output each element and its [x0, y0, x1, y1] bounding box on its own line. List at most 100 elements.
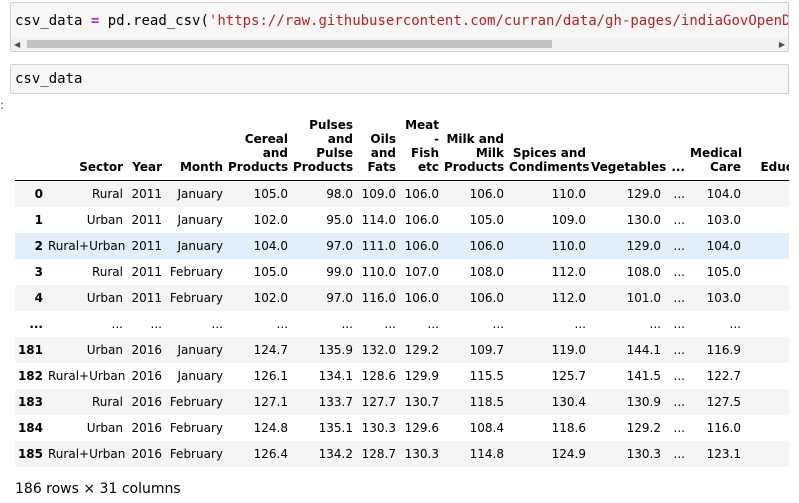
table-cell: 99.0	[326, 265, 353, 279]
table-cell: 106.0	[469, 187, 504, 201]
table-cell: January	[177, 343, 224, 357]
table-cell: 1	[746, 337, 789, 363]
code-input[interactable]: csv_data = pd.read_csv('https://raw.gith…	[11, 3, 788, 39]
table-cell: ...	[673, 395, 685, 409]
table-cell: 129.2	[626, 421, 661, 435]
code-input[interactable]: csv_data	[11, 65, 788, 93]
table-cell: ...	[673, 291, 685, 305]
code-token: pd.read_csv(	[107, 13, 209, 29]
table-row: 184 Urban 2016 February 124.8 135.1 130.3 129.6…	[15, 415, 789, 441]
table-cell: 129.6	[404, 421, 439, 435]
table-cell: ...	[649, 317, 661, 331]
row-index: 2	[34, 239, 43, 253]
table-cell: 132.0	[361, 343, 396, 357]
table-cell: 1	[746, 181, 789, 208]
table-cell: January	[177, 239, 224, 253]
table-cell: 127.7	[361, 395, 396, 409]
table-cell: 106.0	[404, 187, 439, 201]
row-index: 1	[34, 213, 43, 227]
row-index: 184	[17, 421, 43, 435]
table-cell: 118.5	[469, 395, 504, 409]
table-cell: 123.1	[706, 447, 741, 461]
table-cell: 101.0	[626, 291, 661, 305]
table-cell: 104.0	[706, 239, 741, 253]
table-cell: 110.0	[551, 239, 586, 253]
table-cell: ...	[211, 317, 223, 331]
table-cell: 141.5	[626, 369, 661, 383]
table-cell: 1	[746, 441, 789, 467]
table-cell: ...	[673, 343, 685, 357]
table-cell: 130.0	[626, 213, 661, 227]
table-cell: 95.0	[326, 213, 353, 227]
table-cell: ...	[673, 265, 685, 279]
table-cell: 133.7	[318, 395, 353, 409]
column-header: Medical Care	[690, 110, 746, 181]
code-cell[interactable]: csv_data	[10, 64, 789, 94]
table-cell: February	[169, 421, 223, 435]
table-cell: 106.0	[404, 239, 439, 253]
code-token: csv_data	[15, 71, 83, 87]
table-cell: 2011	[131, 187, 162, 201]
column-header: Pulses and Pulse Products	[293, 110, 358, 181]
table-cell: 130.3	[361, 421, 396, 435]
table-cell: ...	[150, 317, 162, 331]
table-cell: 112.0	[551, 291, 586, 305]
table-cell: 1	[746, 389, 789, 415]
table-cell: 129.9	[404, 369, 439, 383]
table-cell: Rural	[91, 265, 123, 279]
table-cell: Rural+Urban	[48, 239, 126, 253]
table-cell: 130.9	[626, 395, 661, 409]
table-cell: Urban	[86, 291, 123, 305]
table-cell: ...	[574, 317, 586, 331]
scroll-thumb[interactable]	[27, 40, 552, 48]
column-header: ...	[666, 110, 690, 181]
table-cell: 134.2	[318, 447, 353, 461]
table-cell: 1	[746, 363, 789, 389]
column-header: Month	[167, 110, 228, 181]
table-cell: 103.0	[706, 291, 741, 305]
column-header	[15, 110, 48, 181]
table-cell: February	[169, 447, 223, 461]
column-header: Cereal and Products	[228, 110, 293, 181]
scroll-right[interactable]: ▶	[778, 40, 785, 49]
table-cell: 105.0	[469, 213, 504, 227]
column-header: Vegetables	[591, 110, 666, 181]
column-header: Meat - Fish etc	[401, 110, 444, 181]
table-cell: 105.0	[253, 187, 288, 201]
table-cell: 144.1	[626, 343, 661, 357]
table-cell: ...	[673, 447, 685, 461]
table-cell: 130.3	[404, 447, 439, 461]
table-cell: 135.1	[318, 421, 353, 435]
table-cell: 126.4	[253, 447, 288, 461]
table-cell: Rural	[91, 187, 123, 201]
shape-note: 186 rows × 31 columns	[15, 481, 181, 497]
table-cell: 2016	[131, 343, 162, 357]
column-header: Spices and Condiments	[509, 110, 591, 181]
output-prompt: :	[0, 98, 5, 112]
table-cell: 114.0	[361, 213, 396, 227]
table-row: 185 Rural+Urban 2016 February 126.4 134.2 128.…	[15, 441, 789, 467]
column-header: Educa	[746, 110, 789, 181]
scroll-left[interactable]: ◀	[14, 40, 21, 49]
table-cell: 134.1	[318, 369, 353, 383]
table-cell: 118.6	[551, 421, 586, 435]
table-cell: 110.0	[361, 265, 396, 279]
scrollbar[interactable]: ◀ ▶	[11, 38, 788, 50]
table-row: 2 Rural+Urban 2011 January 104.0 97.0 111.0 106…	[15, 233, 789, 259]
dataframe: Sector Year Month Cereal and Products Pulses…	[15, 110, 789, 467]
table-cell: 112.0	[551, 265, 586, 279]
table-cell: February	[169, 291, 223, 305]
table-cell: ...	[111, 317, 123, 331]
table-cell: 109.0	[361, 187, 396, 201]
table-cell: ...	[341, 317, 353, 331]
row-index: 182	[17, 369, 43, 383]
code-cell[interactable]: csv_data = pd.read_csv('https://raw.gith…	[10, 2, 789, 52]
table-cell: ...	[276, 317, 288, 331]
table-cell: 128.7	[361, 447, 396, 461]
table-row: 183 Rural 2016 February 127.1 133.7 127.7 130.7…	[15, 389, 789, 415]
table-cell: 130.4	[551, 395, 586, 409]
table-cell: Urban	[86, 213, 123, 227]
table-cell: 2011	[131, 213, 162, 227]
table-cell: February	[169, 265, 223, 279]
